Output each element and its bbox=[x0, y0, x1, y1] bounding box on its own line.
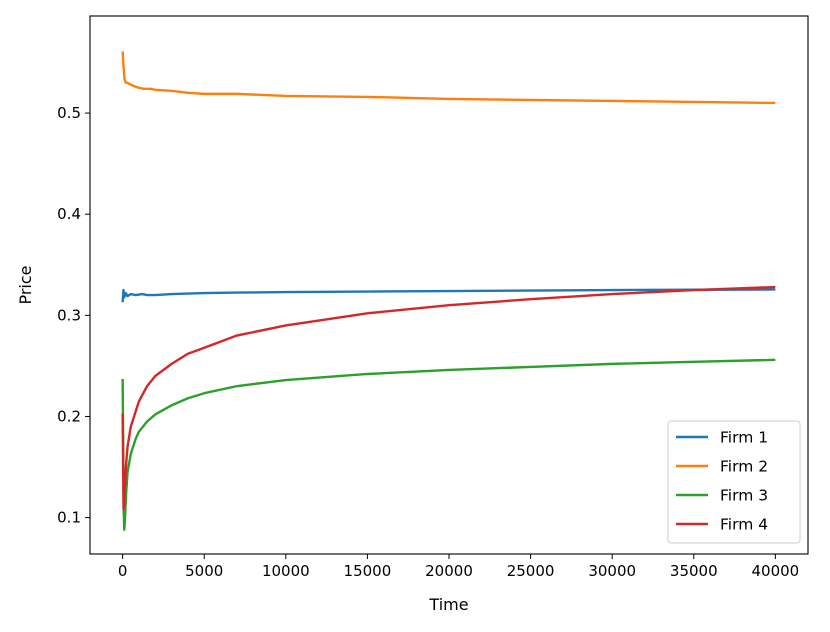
legend-label: Firm 1 bbox=[720, 429, 768, 447]
y-axis-label: Price bbox=[16, 265, 35, 304]
x-tick-label: 10000 bbox=[262, 562, 310, 580]
x-tick-label: 25000 bbox=[507, 562, 555, 580]
legend-label: Firm 3 bbox=[720, 487, 768, 505]
x-axis-label: Time bbox=[428, 595, 468, 614]
x-tick-label: 15000 bbox=[344, 562, 392, 580]
legend-label: Firm 4 bbox=[720, 516, 768, 534]
y-tick-label: 0.4 bbox=[57, 205, 81, 223]
x-tick-label: 5000 bbox=[185, 562, 223, 580]
series-line-1 bbox=[121, 288, 776, 303]
y-tick-label: 0.2 bbox=[57, 407, 81, 425]
x-tick-label: 35000 bbox=[670, 562, 718, 580]
x-tick-label: 0 bbox=[118, 562, 128, 580]
y-tick-label: 0.5 bbox=[57, 104, 81, 122]
x-tick-label: 40000 bbox=[752, 562, 800, 580]
legend-label: Firm 2 bbox=[720, 458, 768, 476]
y-axis-ticks: 0.1 0.2 0.3 0.4 0.5 bbox=[57, 104, 90, 527]
legend-box bbox=[667, 420, 801, 544]
y-tick-label: 0.3 bbox=[57, 306, 81, 324]
series-line-3 bbox=[121, 358, 776, 531]
series-line-4 bbox=[121, 285, 776, 511]
y-tick-label: 0.1 bbox=[57, 509, 81, 527]
x-axis-ticks: 0 5000 10000 15000 20000 25000 30000 35000 40000 bbox=[118, 554, 799, 580]
series-line-2 bbox=[121, 51, 776, 105]
x-tick-label: 30000 bbox=[588, 562, 636, 580]
legend: Firm 1 Firm 2 Firm 3 Firm 4 bbox=[667, 420, 801, 544]
series-lines bbox=[121, 51, 776, 531]
x-tick-label: 20000 bbox=[425, 562, 473, 580]
